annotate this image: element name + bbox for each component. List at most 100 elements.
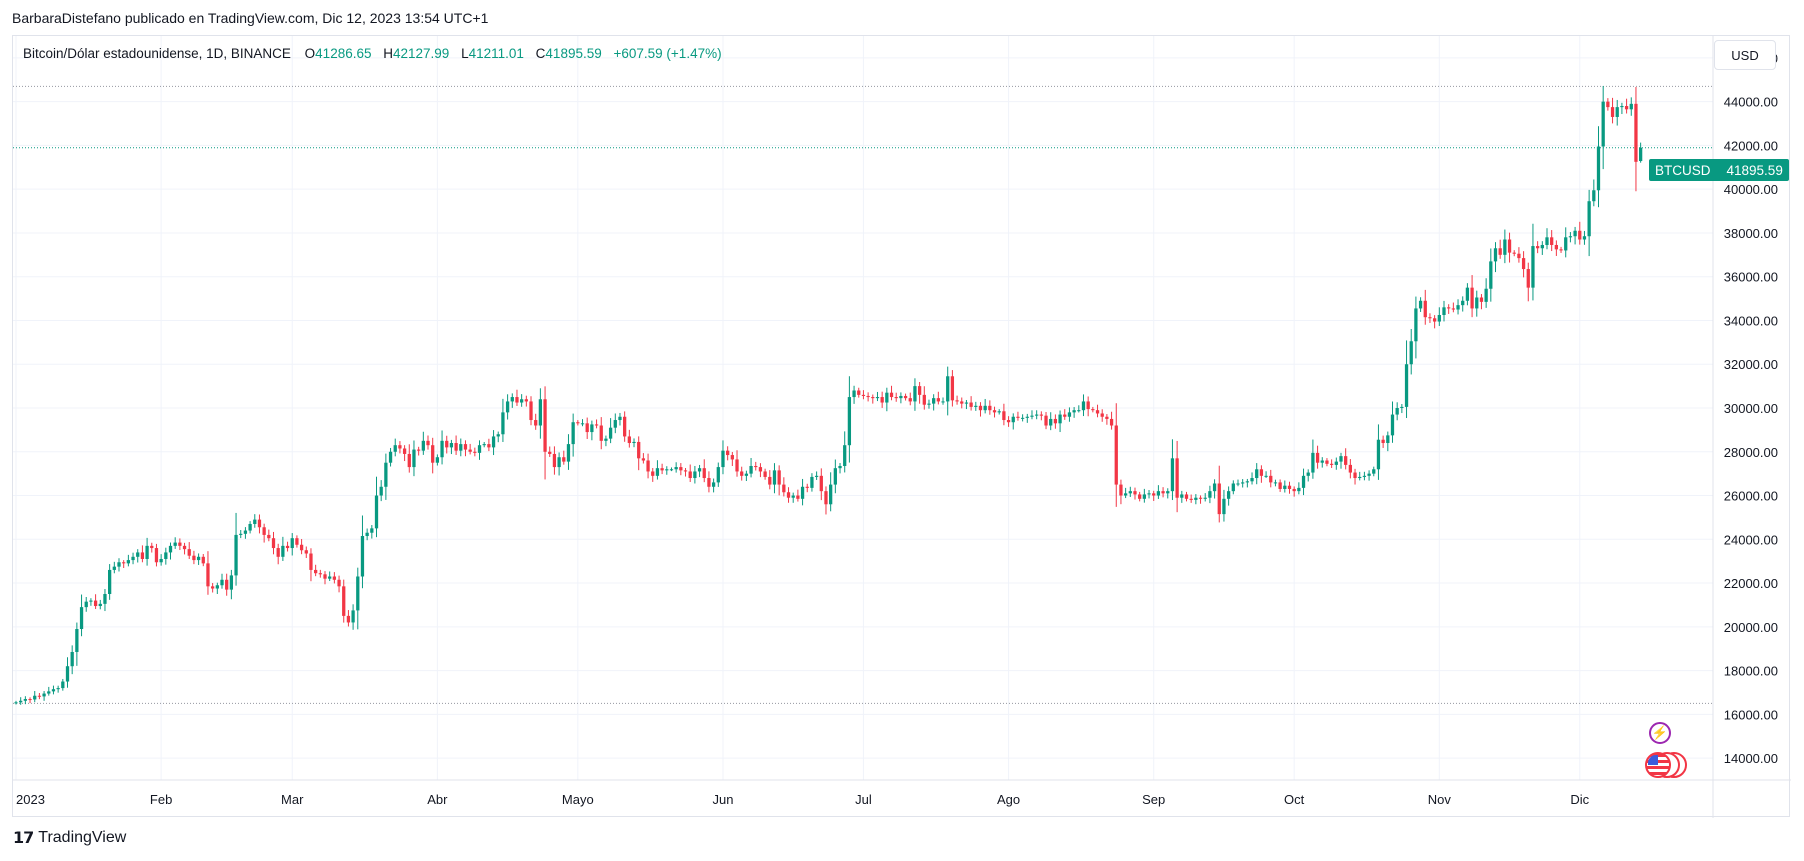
candle[interactable] bbox=[1020, 414, 1025, 422]
candle[interactable] bbox=[234, 512, 238, 586]
candle[interactable] bbox=[201, 553, 205, 567]
candle[interactable] bbox=[271, 531, 276, 555]
candle[interactable] bbox=[1498, 239, 1502, 259]
candle[interactable] bbox=[61, 678, 65, 691]
candle[interactable] bbox=[89, 598, 93, 606]
candle[interactable] bbox=[978, 402, 983, 417]
candle[interactable] bbox=[1582, 230, 1587, 245]
candle[interactable] bbox=[323, 571, 327, 585]
candle[interactable] bbox=[1634, 87, 1638, 192]
candle[interactable] bbox=[1222, 489, 1226, 522]
candle[interactable] bbox=[796, 489, 800, 502]
candle[interactable] bbox=[1596, 126, 1601, 208]
candle[interactable] bbox=[1039, 411, 1043, 421]
candle[interactable] bbox=[1184, 491, 1189, 502]
candle[interactable] bbox=[1119, 479, 1123, 505]
candle[interactable] bbox=[1535, 241, 1540, 254]
candle[interactable] bbox=[468, 443, 472, 455]
candle[interactable] bbox=[14, 700, 18, 705]
candle[interactable] bbox=[337, 575, 341, 593]
candle[interactable] bbox=[711, 478, 716, 493]
candle[interactable] bbox=[1100, 409, 1104, 422]
candle[interactable] bbox=[1615, 99, 1619, 126]
candle[interactable] bbox=[253, 514, 257, 528]
candle[interactable] bbox=[1156, 485, 1161, 499]
candle[interactable] bbox=[1503, 229, 1507, 264]
candle[interactable] bbox=[829, 472, 833, 512]
candle[interactable] bbox=[1058, 410, 1062, 433]
candle[interactable] bbox=[604, 435, 608, 447]
candle[interactable] bbox=[913, 378, 917, 411]
candle[interactable] bbox=[1484, 278, 1488, 308]
candle[interactable] bbox=[93, 594, 98, 609]
candle[interactable] bbox=[402, 445, 407, 462]
symbol-title[interactable]: Bitcoin/Dólar estadounidense, 1D, BINANC… bbox=[23, 46, 291, 61]
candle[interactable] bbox=[1315, 445, 1320, 469]
candle[interactable] bbox=[65, 657, 70, 688]
candle[interactable] bbox=[552, 446, 557, 475]
candle[interactable] bbox=[1573, 226, 1577, 245]
candle[interactable] bbox=[810, 473, 814, 492]
candle[interactable] bbox=[1344, 448, 1348, 470]
candle[interactable] bbox=[674, 462, 678, 473]
candle[interactable] bbox=[304, 546, 308, 559]
candle[interactable] bbox=[346, 610, 351, 627]
candle[interactable] bbox=[520, 394, 524, 407]
candle[interactable] bbox=[192, 550, 196, 565]
candle[interactable] bbox=[1610, 97, 1615, 124]
candle[interactable] bbox=[417, 446, 421, 456]
candle[interactable] bbox=[314, 564, 318, 577]
candle[interactable] bbox=[1269, 469, 1273, 488]
candle[interactable] bbox=[56, 685, 60, 693]
candle[interactable] bbox=[641, 453, 646, 464]
candle[interactable] bbox=[1077, 405, 1081, 413]
candle[interactable] bbox=[1362, 471, 1367, 481]
candle[interactable] bbox=[1133, 487, 1137, 500]
candle[interactable] bbox=[955, 395, 959, 405]
candle[interactable] bbox=[1559, 246, 1563, 253]
candle[interactable] bbox=[79, 594, 84, 637]
candle[interactable] bbox=[1414, 296, 1418, 359]
candle[interactable] bbox=[168, 542, 173, 560]
candle[interactable] bbox=[936, 391, 940, 405]
candle[interactable] bbox=[1521, 251, 1526, 278]
candle[interactable] bbox=[1390, 401, 1395, 443]
candle[interactable] bbox=[1451, 302, 1455, 313]
candle[interactable] bbox=[1470, 275, 1474, 318]
candle[interactable] bbox=[33, 690, 37, 703]
candle[interactable] bbox=[613, 413, 617, 434]
candle[interactable] bbox=[1044, 412, 1048, 430]
candle[interactable] bbox=[1212, 479, 1217, 499]
candle[interactable] bbox=[1081, 394, 1086, 417]
candle[interactable] bbox=[454, 435, 458, 455]
candle[interactable] bbox=[1091, 406, 1095, 413]
candle[interactable] bbox=[660, 463, 664, 475]
candle[interactable] bbox=[1306, 469, 1310, 482]
candle[interactable] bbox=[1568, 232, 1573, 243]
candle[interactable] bbox=[852, 385, 856, 404]
candle[interactable] bbox=[707, 471, 711, 493]
candle[interactable] bbox=[1278, 479, 1282, 492]
candle[interactable] bbox=[1423, 289, 1427, 325]
candle[interactable] bbox=[1035, 410, 1039, 420]
candle[interactable] bbox=[295, 535, 299, 548]
candle[interactable] bbox=[1297, 482, 1301, 495]
candle[interactable] bbox=[927, 399, 931, 409]
candle[interactable] bbox=[1376, 424, 1381, 480]
candle[interactable] bbox=[1465, 283, 1470, 306]
candle[interactable] bbox=[735, 450, 739, 477]
lightning-icon[interactable]: ⚡ bbox=[1649, 722, 1671, 744]
candle[interactable] bbox=[248, 521, 252, 534]
candle[interactable] bbox=[309, 548, 313, 582]
candle[interactable] bbox=[1526, 262, 1530, 302]
candle[interactable] bbox=[182, 542, 187, 555]
candle[interactable] bbox=[805, 483, 809, 493]
candle[interactable] bbox=[108, 564, 112, 600]
candle[interactable] bbox=[285, 541, 290, 552]
candle[interactable] bbox=[740, 466, 744, 481]
candle[interactable] bbox=[1400, 404, 1404, 414]
candle[interactable] bbox=[1053, 414, 1058, 429]
candle[interactable] bbox=[145, 537, 149, 566]
candle[interactable] bbox=[1250, 472, 1254, 485]
candle[interactable] bbox=[1030, 410, 1034, 420]
